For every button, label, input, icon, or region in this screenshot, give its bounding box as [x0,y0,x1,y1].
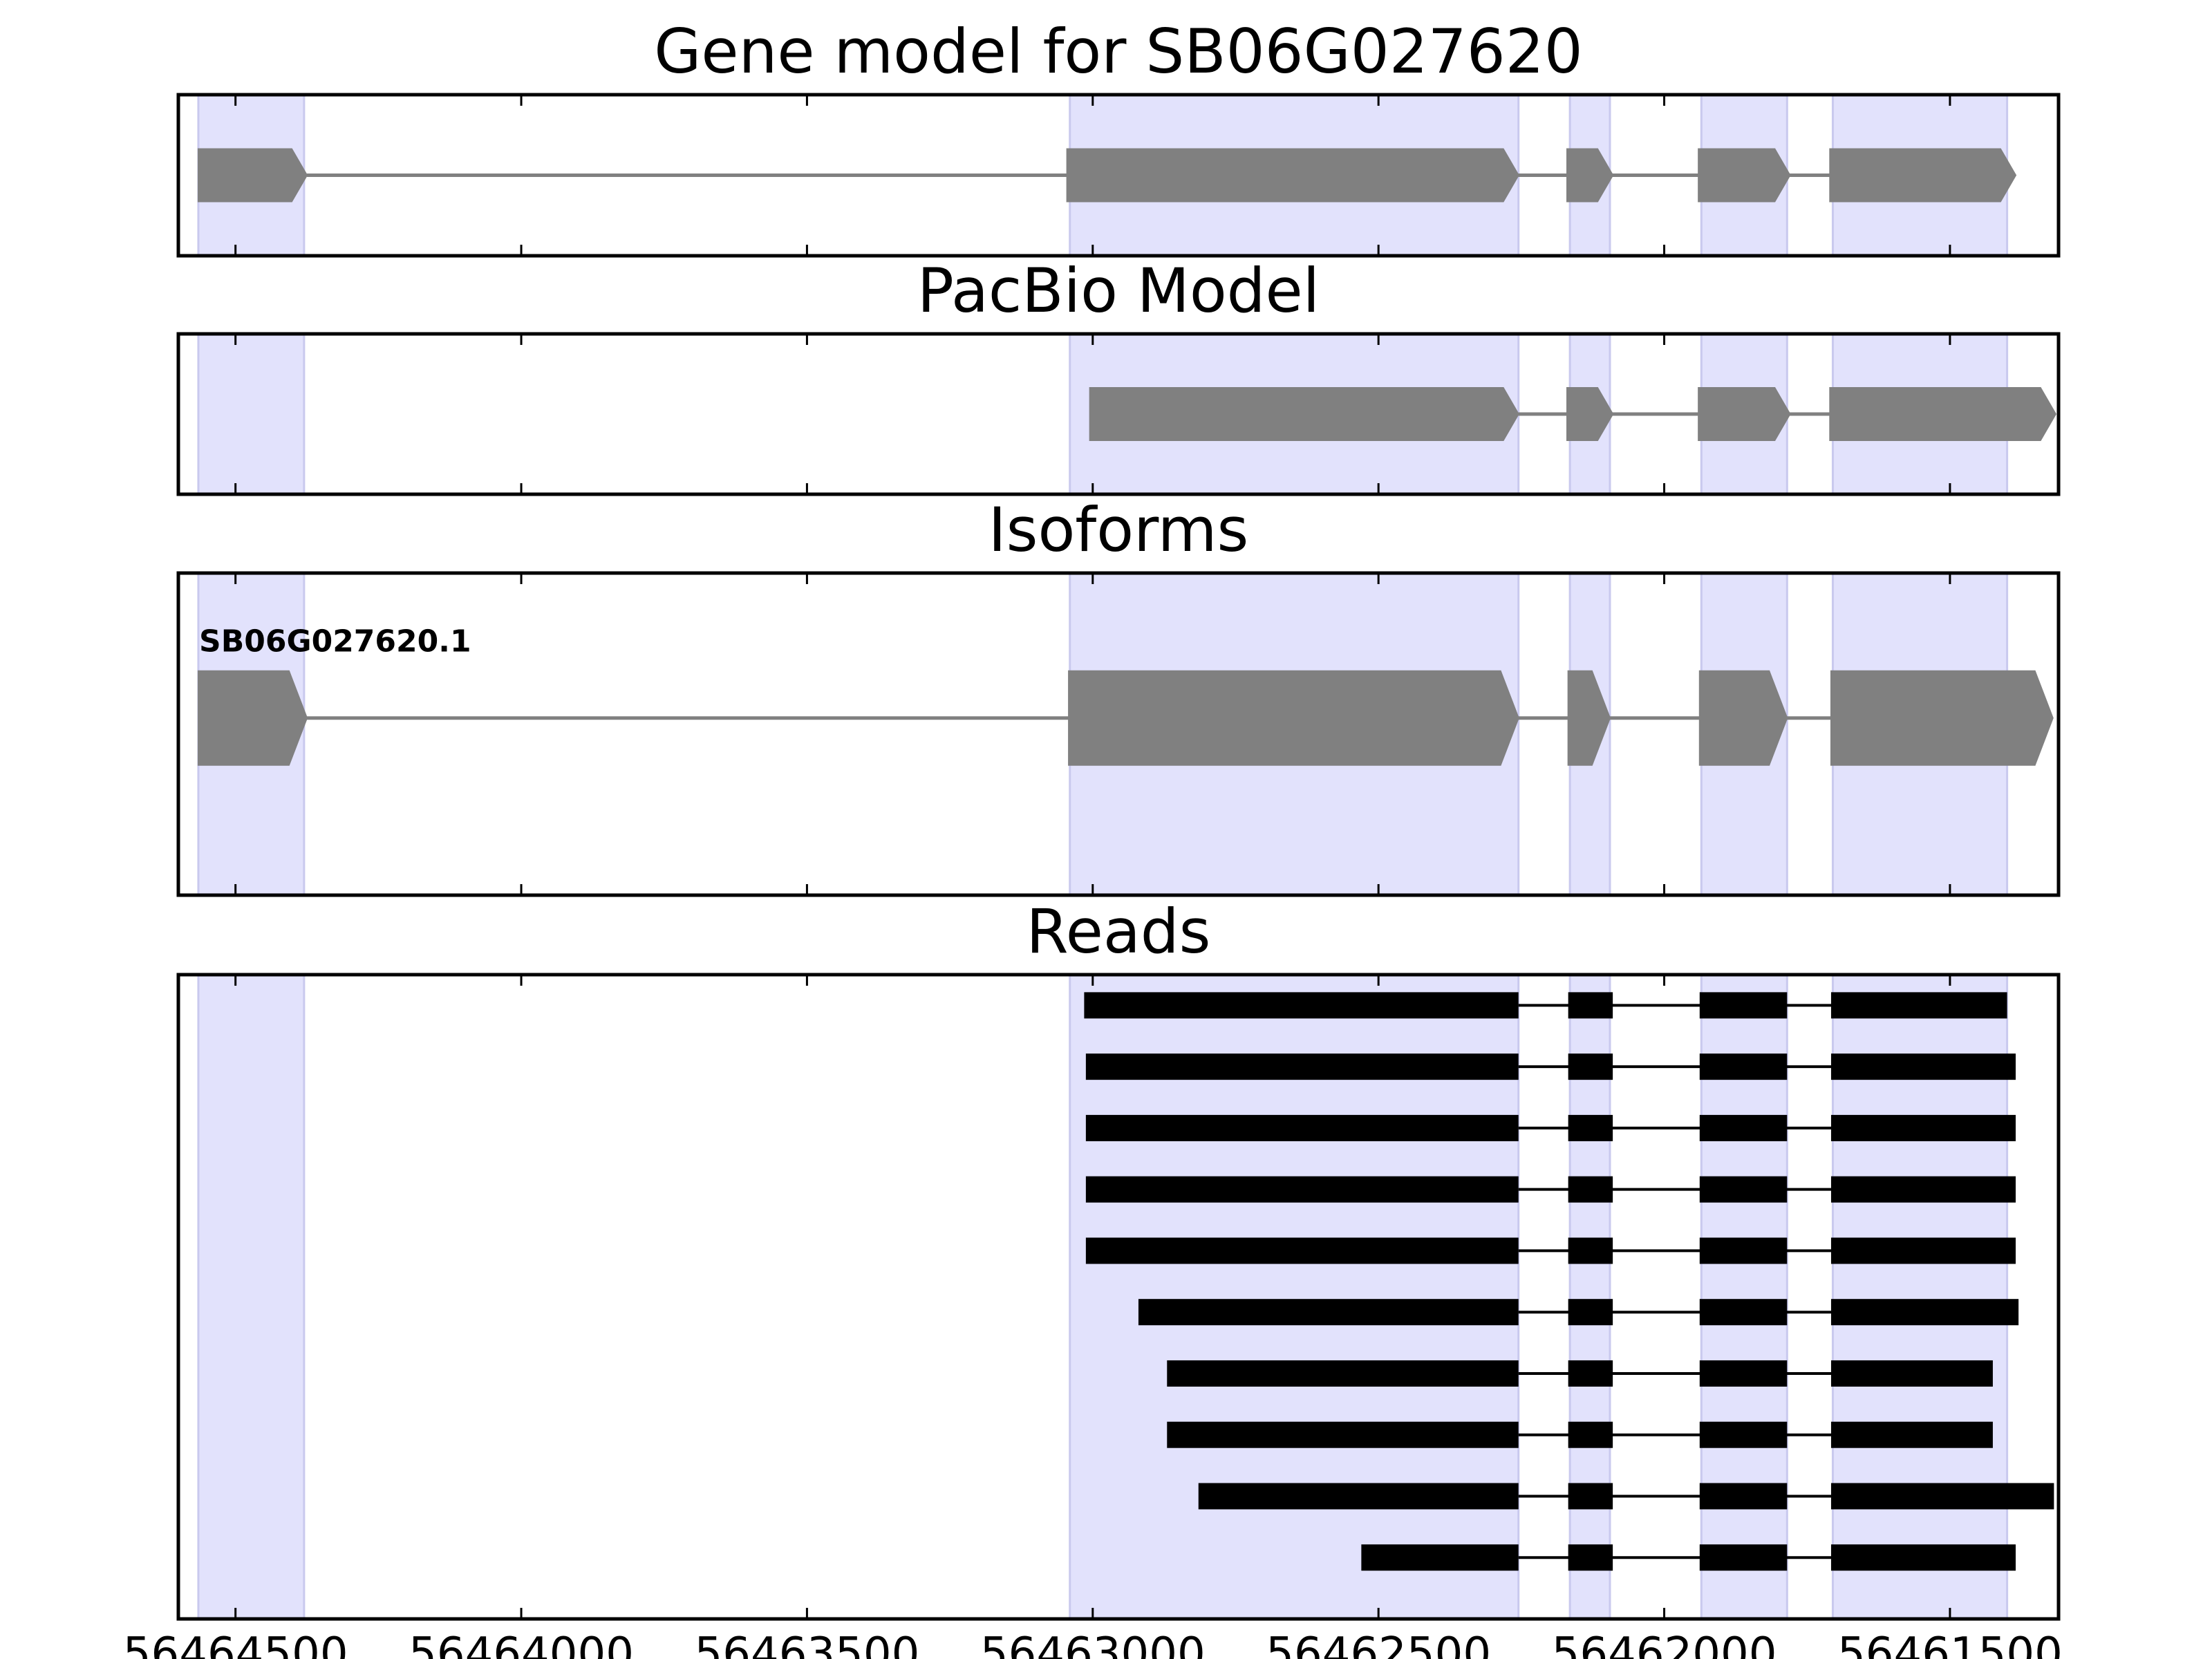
read-exon [1568,1544,1613,1571]
read-exon [1830,1299,2019,1326]
read-exon [1167,1421,1519,1448]
panel-frame [176,973,2061,1621]
exon-arrow [1829,387,2057,441]
read-exon [1361,1544,1519,1571]
panel-title: Isoforms [988,494,1249,565]
read-exon [1568,1421,1613,1448]
read-exon [1830,1360,1993,1387]
exon-arrow [1066,148,1519,203]
read-exon [1568,992,1613,1019]
panel-title: PacBio Model [917,255,1320,326]
read-exon [1699,1421,1788,1448]
read-exon [1568,1299,1613,1326]
highlight-band [1069,973,1520,1620]
panel-frame [176,93,2061,258]
read-exon [1198,1483,1519,1510]
read-exon [1085,1053,1519,1080]
read-exon [1699,1483,1788,1510]
panel-0: Gene model for SB06G027620 [176,16,2061,258]
read-exon [1699,1176,1788,1203]
highlight-band [1568,973,1611,1620]
read-exon [1699,1360,1788,1387]
x-tick-label: 56464500 [123,1629,348,1659]
read-exon [1830,992,2007,1019]
read-exon [1568,1114,1613,1141]
read-exon [1699,1544,1788,1571]
panel-title: Gene model for SB06G027620 [654,16,1583,87]
read-exon [1568,1053,1613,1080]
exon-arrow [1068,670,1519,766]
read-exon [1830,1176,2016,1203]
read-exon [1830,1483,2054,1510]
exon-arrow [1698,670,1788,766]
read-exon [1699,992,1788,1019]
read-exon [1084,992,1519,1019]
x-tick-label: 56463000 [980,1629,1206,1659]
x-tick-label: 56463500 [695,1629,920,1659]
highlight-band [197,973,306,1620]
read-exon [1699,1053,1788,1080]
read-exon [1830,1237,2016,1264]
highlight-band [197,332,306,496]
highlight-band [1700,973,1788,1620]
panel-1: PacBio Model [176,255,2061,496]
read-exon [1085,1176,1519,1203]
read-exon [1699,1114,1788,1141]
exon-arrow [1567,670,1611,766]
panel-frame [176,571,2061,897]
read-exon [1830,1114,2016,1141]
read-exon [1568,1483,1613,1510]
highlight-band [1831,973,2009,1620]
read-exon [1830,1544,2016,1571]
x-tick-label: 56462000 [1552,1629,1777,1659]
panel-title: Reads [1027,896,1211,967]
read-exon [1830,1053,2016,1080]
read-exon [1167,1360,1519,1387]
read-exon [1138,1299,1519,1326]
read-exon [1830,1421,1993,1448]
panel-frame [176,332,2061,496]
isoform-label: SB06G027620.1 [199,624,471,659]
read-exon [1699,1237,1788,1264]
x-tick-label: 56461500 [1837,1629,2063,1659]
exon-arrow [1830,670,2054,766]
read-exon [1085,1237,1519,1264]
exon-arrow [197,148,308,203]
read-exon [1699,1299,1788,1326]
exon-arrow [1698,148,1791,203]
exon-arrow [197,670,308,766]
exon-arrow [1829,148,2017,203]
read-exon [1085,1114,1519,1141]
read-exon [1568,1237,1613,1264]
read-exon [1568,1176,1613,1203]
read-exon [1568,1360,1613,1387]
x-tick-label: 56464000 [409,1629,634,1659]
panel-3: Reads [176,896,2061,1621]
exon-arrow [1698,387,1791,441]
exon-arrow [1566,387,1614,441]
panel-2: SB06G027620.1 Isoforms [176,494,2061,897]
exon-arrow [1089,387,1519,441]
x-tick-label: 56462500 [1266,1629,1491,1659]
exon-arrow [1566,148,1614,203]
